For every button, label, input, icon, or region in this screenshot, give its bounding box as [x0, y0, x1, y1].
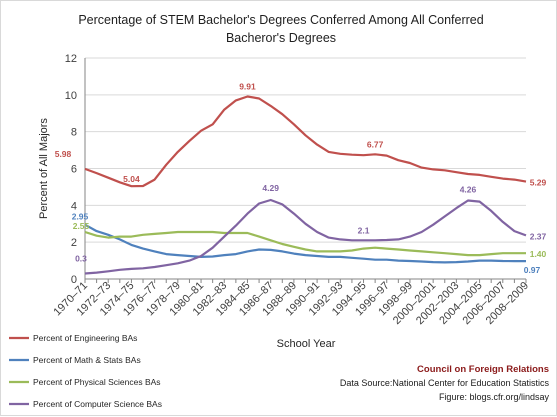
x-axis-ticks: 1970–711972–731974–751976–771978–791980–… — [51, 279, 531, 327]
data-label: 2.37 — [530, 231, 547, 241]
credit-figure-url: Figure: blogs.cfr.org/lindsay — [439, 392, 550, 402]
series-line — [84, 230, 526, 257]
credits: Council on Foreign Relations Data Source… — [340, 364, 550, 402]
y-tick-label: 4 — [71, 200, 77, 212]
axes — [84, 58, 526, 280]
series-line — [84, 223, 526, 264]
series-line — [84, 95, 527, 188]
data-label: 4.26 — [460, 185, 477, 195]
y-tick-label: 10 — [65, 90, 77, 102]
legend-label: Percent of Physical Sciences BAs — [33, 377, 161, 387]
y-tick-label: 2 — [71, 237, 77, 249]
x-axis-title: School Year — [277, 338, 336, 350]
chart-title: Percentage of STEM Bachelor's Degrees Co… — [78, 13, 483, 45]
data-label: 2.95 — [72, 212, 89, 222]
credit-data-source: Data Source:National Center for Educatio… — [340, 378, 550, 388]
data-label: 0.97 — [524, 265, 541, 275]
gridlines — [85, 57, 526, 243]
series-line — [84, 198, 527, 275]
data-label: 1.40 — [530, 249, 547, 259]
credit-organization: Council on Foreign Relations — [417, 364, 549, 375]
series-lines — [84, 95, 527, 275]
data-label: 0.3 — [75, 253, 87, 263]
data-labels: 5.98 5.04 9.91 6.77 5.29 2.95 0.97 2.55 1.40 0.3 4… — [55, 81, 547, 275]
data-label: 5.04 — [123, 174, 140, 184]
y-axis-ticks: 0 2 4 6 8 10 12 — [65, 53, 77, 286]
y-tick-label: 0 — [71, 274, 77, 286]
data-label: 2.1 — [358, 225, 370, 235]
y-tick-label: 8 — [71, 127, 77, 139]
data-label: 5.29 — [530, 178, 547, 188]
legend-label: Percent of Engineering BAs — [33, 333, 137, 343]
data-label: 9.91 — [239, 81, 256, 91]
legend: Percent of Engineering BAs Percent of Mat… — [9, 333, 162, 409]
legend-label: Percent of Math & Stats BAs — [33, 355, 141, 365]
y-tick-label: 12 — [65, 53, 77, 65]
data-label: 2.55 — [73, 221, 90, 231]
y-tick-label: 6 — [71, 164, 77, 176]
y-axis-title: Percent of All Majors — [38, 118, 50, 219]
chart-title-line-1: Percentage of STEM Bachelor's Degrees Co… — [78, 13, 483, 27]
data-label: 5.98 — [55, 149, 72, 159]
legend-label: Percent of Computer Science BAs — [33, 399, 162, 409]
data-label: 6.77 — [367, 139, 384, 149]
chart-title-line-2: Bacheror's Degrees — [226, 31, 336, 45]
data-label: 4.29 — [262, 183, 279, 193]
